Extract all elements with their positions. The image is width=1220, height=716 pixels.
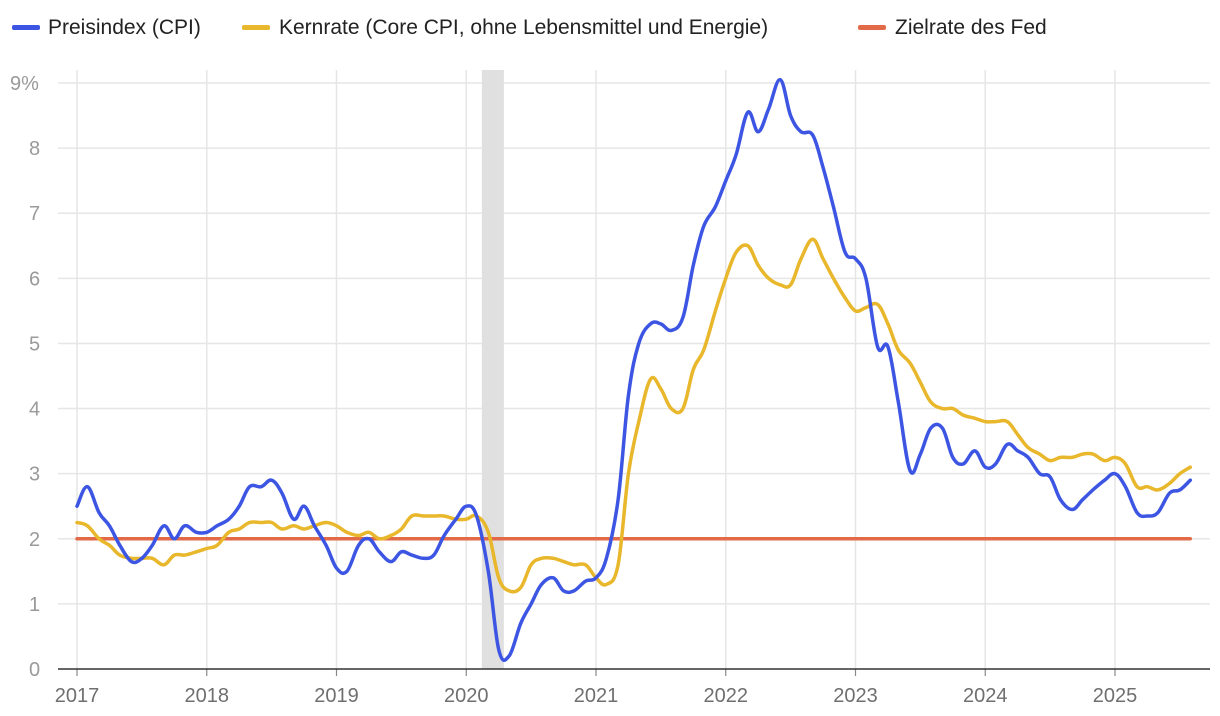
legend-item-core-cpi[interactable]: Kernrate (Core CPI, ohne Lebensmittel un…	[242, 16, 768, 39]
x-tick-label: 2025	[1093, 685, 1138, 707]
legend-swatch-cpi	[12, 25, 40, 30]
legend-item-cpi[interactable]: Preisindex (CPI)	[12, 16, 201, 39]
y-tick-label: 2	[29, 529, 40, 551]
legend-item-fed-target[interactable]: Zielrate des Fed	[858, 16, 1047, 39]
y-tick-labels: 0 1 2 3 4 5 6 7 8 9%	[10, 73, 40, 681]
y-tick-label: 9%	[10, 73, 39, 95]
x-tick-label: 2022	[704, 685, 749, 707]
x-tick-label: 2021	[574, 685, 619, 707]
series-line-cpi	[75, 77, 1193, 662]
legend-label-fed-target: Zielrate des Fed	[895, 16, 1047, 39]
chart-legend: Preisindex (CPI) Kernrate (Core CPI, ohn…	[12, 16, 1047, 39]
x-tick-label: 2024	[963, 685, 1008, 707]
y-tick-label: 4	[29, 399, 40, 421]
recession-shading	[481, 70, 504, 669]
series-line-core-cpi	[75, 237, 1193, 594]
legend-label-cpi: Preisindex (CPI)	[48, 16, 201, 39]
legend-label-core-cpi: Kernrate (Core CPI, ohne Lebensmittel un…	[279, 16, 768, 39]
y-tick-label: 5	[29, 333, 40, 355]
x-tick-label: 2020	[444, 685, 489, 707]
x-tick-label: 2018	[185, 685, 230, 707]
legend-swatch-core-cpi	[242, 25, 270, 30]
x-tick-label: 2017	[55, 685, 100, 707]
x-tick-label: 2023	[833, 685, 878, 707]
y-tick-label: 8	[29, 138, 40, 160]
legend-swatch-fed-target	[858, 25, 886, 30]
x-tick-labels: 2017 2018 2019 2020 2021 2022 2023 2024 2025	[55, 685, 1138, 707]
y-tick-label: 6	[29, 268, 40, 290]
y-tick-label: 1	[29, 594, 40, 616]
y-tick-label: 3	[29, 464, 40, 486]
horizontal-gridlines	[58, 82, 1210, 605]
series-lines	[75, 77, 1193, 662]
y-tick-label: 0	[29, 659, 40, 681]
y-tick-label: 7	[29, 203, 40, 225]
x-tick-label: 2019	[314, 685, 359, 707]
vertical-gridlines	[76, 70, 1116, 676]
